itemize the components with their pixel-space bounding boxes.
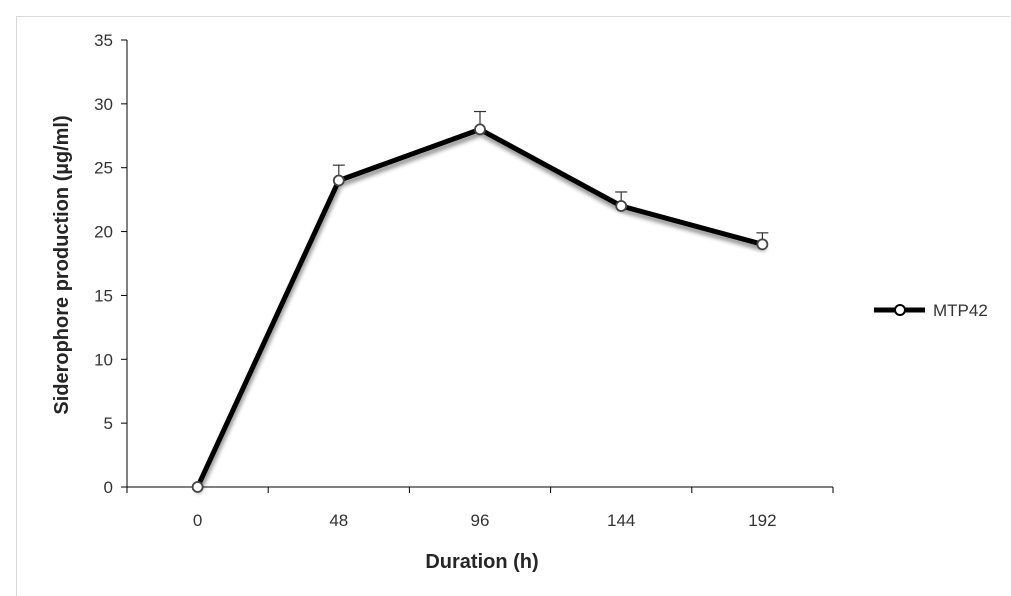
data-point bbox=[191, 481, 204, 493]
x-tick-label: 48 bbox=[329, 511, 348, 530]
chart-frame bbox=[16, 16, 1010, 596]
legend-swatch-marker bbox=[894, 304, 906, 316]
x-axis-ticks: 0 48 96 144 192 bbox=[126, 487, 834, 530]
y-tick-label: 25 bbox=[94, 159, 113, 178]
y-tick-label: 35 bbox=[94, 31, 113, 50]
x-tick-label: 192 bbox=[748, 511, 776, 530]
x-tick-label: 144 bbox=[607, 511, 635, 530]
legend-label: MTP42 bbox=[933, 301, 988, 320]
series-layer bbox=[191, 110, 769, 493]
x-tick-label: 96 bbox=[471, 511, 490, 530]
y-tick-label: 0 bbox=[104, 478, 113, 497]
x-axis-title: Duration (h) bbox=[425, 551, 538, 573]
y-axis-ticks: 0 5 10 15 20 25 30 35 bbox=[94, 31, 127, 497]
axes bbox=[126, 40, 833, 488]
x-tick-label: 0 bbox=[193, 511, 202, 530]
series-line bbox=[195, 126, 765, 490]
y-tick-label: 10 bbox=[94, 350, 113, 369]
y-tick-label: 5 bbox=[104, 414, 113, 433]
y-tick-label: 15 bbox=[94, 286, 113, 305]
data-point bbox=[332, 174, 345, 187]
y-axis-title: Siderophore production (µg/ml) bbox=[51, 115, 73, 414]
y-tick-label: 20 bbox=[94, 223, 113, 242]
legend: MTP42 bbox=[874, 301, 988, 320]
data-point bbox=[615, 200, 628, 212]
data-point bbox=[756, 238, 769, 251]
y-tick-label: 30 bbox=[94, 95, 113, 114]
data-point bbox=[474, 123, 486, 136]
